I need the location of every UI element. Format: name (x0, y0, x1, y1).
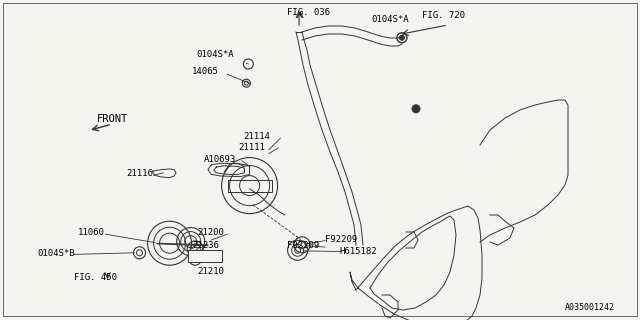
Text: FIG. 720: FIG. 720 (422, 11, 465, 20)
Text: FIG. 036: FIG. 036 (287, 8, 330, 17)
Circle shape (399, 35, 404, 40)
Text: 21236: 21236 (192, 241, 219, 250)
Text: A10693: A10693 (204, 155, 236, 164)
Text: 21114: 21114 (243, 132, 270, 141)
Text: 14065: 14065 (192, 68, 219, 76)
Text: A035001242: A035001242 (564, 303, 614, 312)
Circle shape (412, 105, 420, 113)
FancyBboxPatch shape (188, 250, 221, 261)
Text: F92209: F92209 (287, 241, 319, 250)
Text: FRONT: FRONT (97, 114, 127, 124)
Text: 21200: 21200 (197, 228, 224, 237)
Text: 0104S*A: 0104S*A (371, 15, 409, 24)
Text: F92209: F92209 (325, 236, 357, 244)
Text: 11060: 11060 (78, 228, 105, 237)
Text: H615182: H615182 (339, 247, 377, 256)
Text: FIG. 450: FIG. 450 (74, 273, 116, 282)
Text: 21111: 21111 (238, 143, 265, 152)
Text: 0104S*A: 0104S*A (196, 50, 234, 59)
Text: 21210: 21210 (197, 267, 224, 276)
Text: 21116: 21116 (127, 169, 154, 178)
Text: 0104S*B: 0104S*B (37, 249, 75, 258)
